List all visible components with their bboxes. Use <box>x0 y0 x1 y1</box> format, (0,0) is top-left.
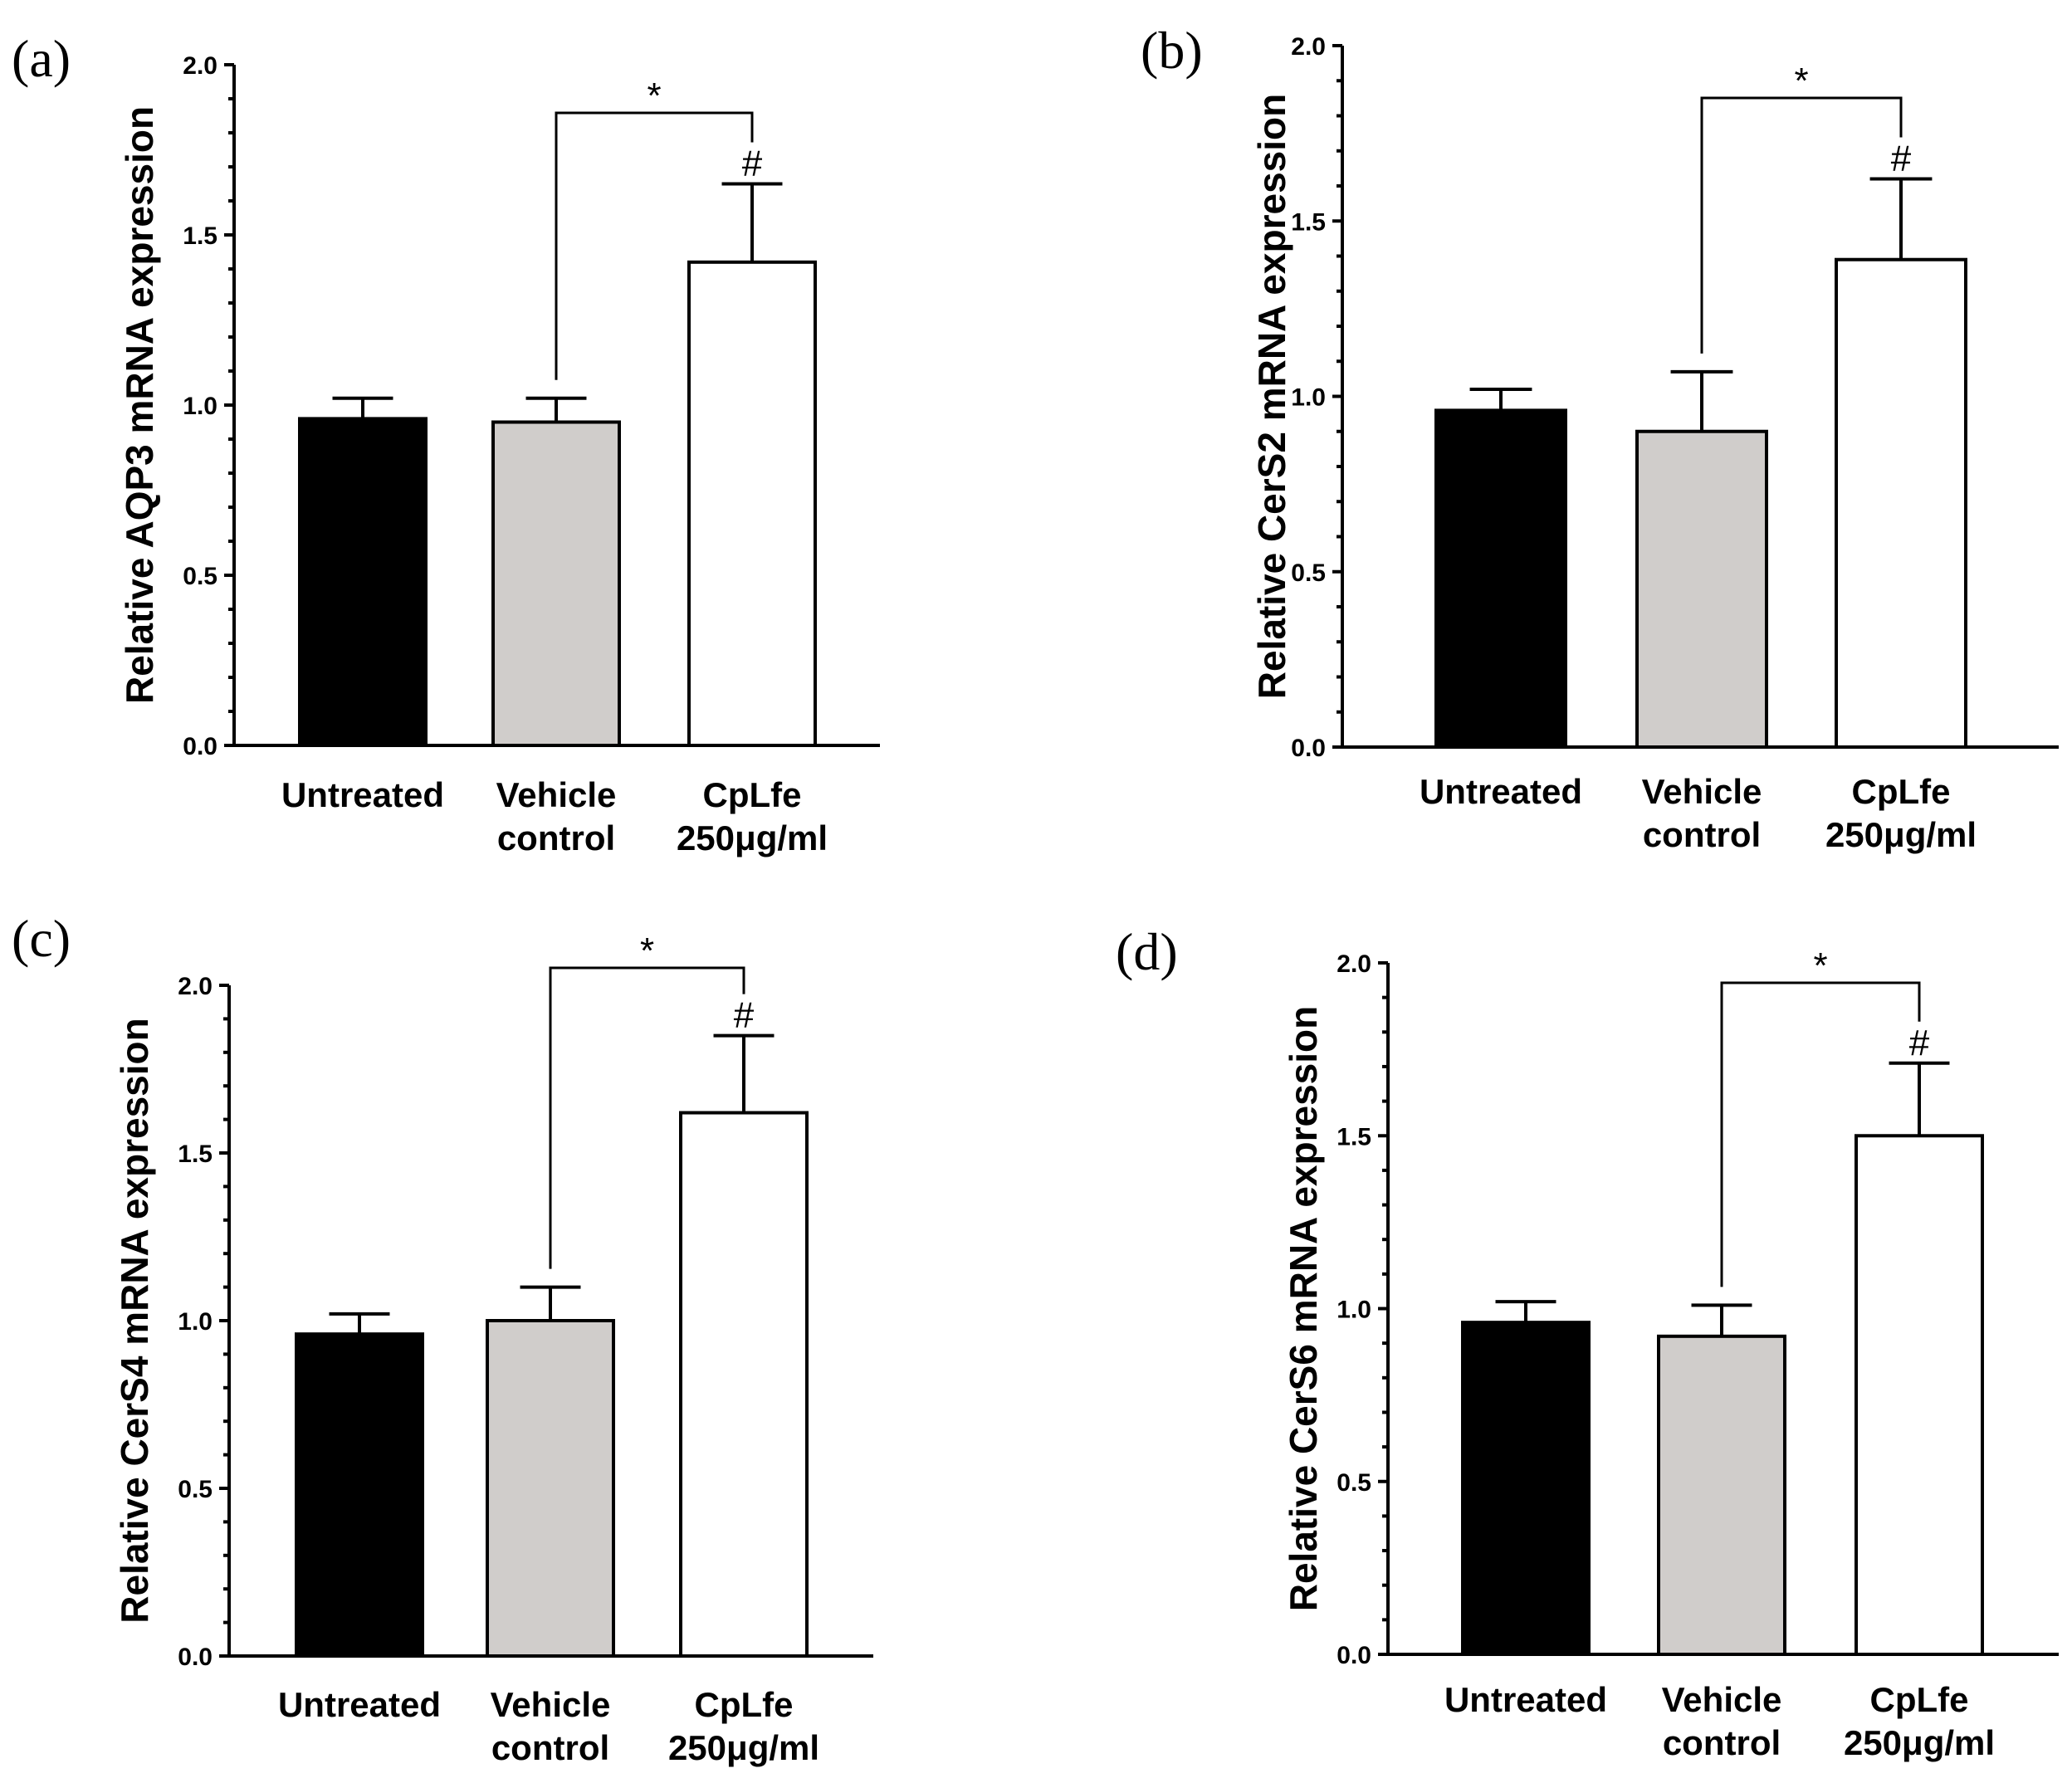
y-tick-label: 0.0 <box>1291 735 1326 762</box>
x-tick-label: Vehicle <box>1662 1680 1782 1719</box>
y-tick-label: 2.0 <box>178 973 213 1000</box>
y-tick-label: 1.5 <box>1291 208 1326 236</box>
significance-hash: # <box>1909 1023 1930 1063</box>
bar-1 <box>1434 408 1567 749</box>
x-tick-label: 250μg/ml <box>1825 815 1977 854</box>
panel-label: (b) <box>1141 21 1203 80</box>
x-tick-label: Untreated <box>281 775 444 814</box>
significance-star: * <box>640 931 654 971</box>
y-tick-label: 1.0 <box>1337 1297 1371 1324</box>
y-tick-label: 0.0 <box>1337 1642 1371 1669</box>
y-tick-label: 1.5 <box>1337 1123 1371 1150</box>
x-tick-label: Untreated <box>1420 772 1582 811</box>
panel-label: (c) <box>12 909 71 968</box>
y-tick-label: 0.5 <box>1337 1469 1371 1497</box>
chart-panel-c: (c) 0.0 0.5 1.0 1.5 2.0 Relative CerS4 mRNA ex… <box>12 909 873 1767</box>
y-tick-label: 2.0 <box>1337 950 1371 978</box>
y-tick-label: 1.0 <box>178 1308 213 1336</box>
bar-1 <box>298 417 428 747</box>
bar-2 <box>486 1319 615 1658</box>
y-tick-label: 0.0 <box>183 733 217 760</box>
x-tick-label: Untreated <box>278 1685 441 1724</box>
significance-star: * <box>1794 61 1808 101</box>
chart-panel-a: (a) 0.0 0.5 1.0 1.5 2.0 Relative AQP3 mRNA exp… <box>12 29 880 857</box>
y-axis-label: Relative AQP3 mRNA expression <box>118 106 161 704</box>
x-tick-label: Untreated <box>1444 1680 1607 1719</box>
significance-bracket <box>549 966 745 1269</box>
x-tick-label: 250μg/ml <box>677 818 828 857</box>
y-tick-label: 1.5 <box>183 222 217 250</box>
panel-label: (d) <box>1116 922 1178 981</box>
x-tick-label: 250μg/ml <box>668 1728 819 1767</box>
x-tick-label: 250μg/ml <box>1844 1723 1995 1762</box>
x-tick-label: control <box>497 818 615 857</box>
x-tick-label: Vehicle <box>496 775 617 814</box>
x-tick-label: control <box>491 1728 609 1767</box>
y-tick-label: 2.0 <box>183 52 217 80</box>
chart-panel-d: (d) 0.0 0.5 1.0 1.5 2.0 Relative CerS6 mRNA ex… <box>1116 922 2059 1762</box>
x-tick-label: CpLfe <box>1870 1680 1969 1719</box>
significance-star: * <box>1813 945 1827 986</box>
significance-hash: # <box>1891 139 1912 179</box>
significance-hash: # <box>742 144 763 184</box>
significance-bracket <box>1700 96 1903 354</box>
significance-bracket <box>555 111 754 380</box>
bar-1 <box>1461 1321 1591 1657</box>
panel-label: (a) <box>12 29 71 88</box>
y-axis-label: Relative CerS2 mRNA expression <box>1250 94 1293 700</box>
y-axis-label: Relative CerS6 mRNA expression <box>1282 1006 1325 1612</box>
y-axis-label: Relative CerS4 mRNA expression <box>113 1018 156 1624</box>
chart-panel-b: (b) 0.0 0.5 1.0 1.5 2.0 Relative CerS2 mRNA ex… <box>1141 21 2059 854</box>
bar-3 <box>687 260 817 747</box>
x-tick-label: control <box>1663 1723 1781 1762</box>
y-tick-label: 1.5 <box>178 1141 213 1168</box>
bar-1 <box>295 1332 424 1658</box>
y-tick-label: 0.5 <box>1291 559 1326 587</box>
bar-2 <box>1635 429 1768 749</box>
x-tick-label: control <box>1643 815 1761 854</box>
bar-3 <box>1855 1134 1984 1656</box>
y-tick-label: 1.0 <box>1291 384 1326 412</box>
y-tick-label: 0.0 <box>178 1644 213 1671</box>
x-tick-label: Vehicle <box>491 1685 611 1724</box>
significance-star: * <box>647 76 661 116</box>
x-tick-label: Vehicle <box>1642 772 1762 811</box>
y-tick-label: 0.5 <box>178 1476 213 1503</box>
bar-3 <box>1835 257 1967 750</box>
significance-bracket <box>1720 981 1921 1287</box>
x-tick-label: CpLfe <box>703 775 802 814</box>
significance-hash: # <box>734 995 755 1036</box>
x-tick-label: CpLfe <box>695 1685 794 1724</box>
y-tick-label: 0.5 <box>183 563 217 590</box>
bar-3 <box>679 1111 809 1658</box>
bar-2 <box>491 420 621 747</box>
bar-2 <box>1657 1334 1786 1656</box>
y-tick-label: 2.0 <box>1291 33 1326 61</box>
y-tick-label: 1.0 <box>183 393 217 420</box>
x-tick-label: CpLfe <box>1852 772 1951 811</box>
